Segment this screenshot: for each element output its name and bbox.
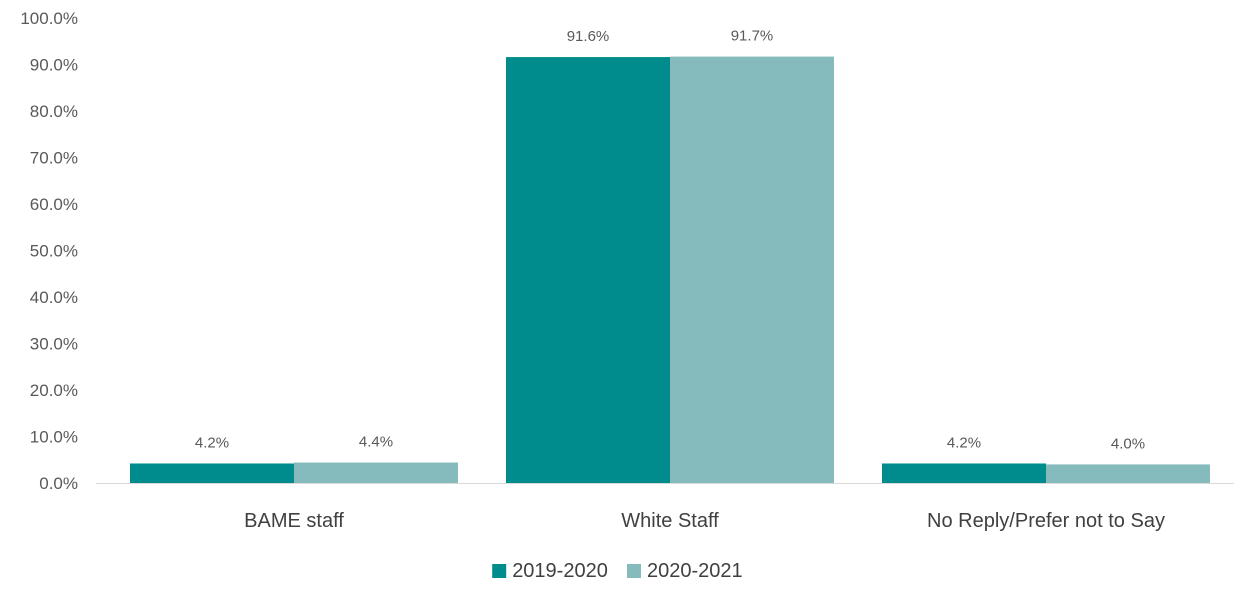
bar xyxy=(670,56,834,483)
data-label: 4.4% xyxy=(359,434,393,451)
data-label: 91.6% xyxy=(567,28,610,45)
bar xyxy=(130,463,294,483)
y-tick-label: 60.0% xyxy=(30,195,78,214)
x-category-label: White Staff xyxy=(621,510,719,532)
y-tick-label: 10.0% xyxy=(30,428,78,447)
legend-swatch xyxy=(492,564,507,578)
legend-label: 2019-2020 xyxy=(512,560,608,582)
data-label: 4.2% xyxy=(947,434,981,451)
y-tick-label: 40.0% xyxy=(30,288,78,307)
bar xyxy=(294,462,458,483)
y-tick-label: 80.0% xyxy=(30,102,78,121)
y-tick-label: 100.0% xyxy=(20,9,78,28)
y-tick-label: 90.0% xyxy=(30,56,78,75)
legend-swatch xyxy=(627,564,641,578)
bar xyxy=(506,57,670,484)
data-label: 4.2% xyxy=(195,434,229,451)
legend-label: 2020-2021 xyxy=(647,560,743,582)
y-tick-label: 30.0% xyxy=(30,335,78,354)
y-tick-label: 70.0% xyxy=(30,149,78,168)
bar xyxy=(1046,464,1210,483)
y-tick-label: 50.0% xyxy=(30,242,78,261)
data-label: 4.0% xyxy=(1111,435,1145,452)
y-tick-label: 20.0% xyxy=(30,381,78,400)
bar xyxy=(882,463,1046,483)
data-label: 91.7% xyxy=(731,28,774,45)
x-category-label: BAME staff xyxy=(244,510,344,532)
y-tick-label: 0.0% xyxy=(39,474,78,493)
x-category-label: No Reply/Prefer not to Say xyxy=(927,510,1165,532)
